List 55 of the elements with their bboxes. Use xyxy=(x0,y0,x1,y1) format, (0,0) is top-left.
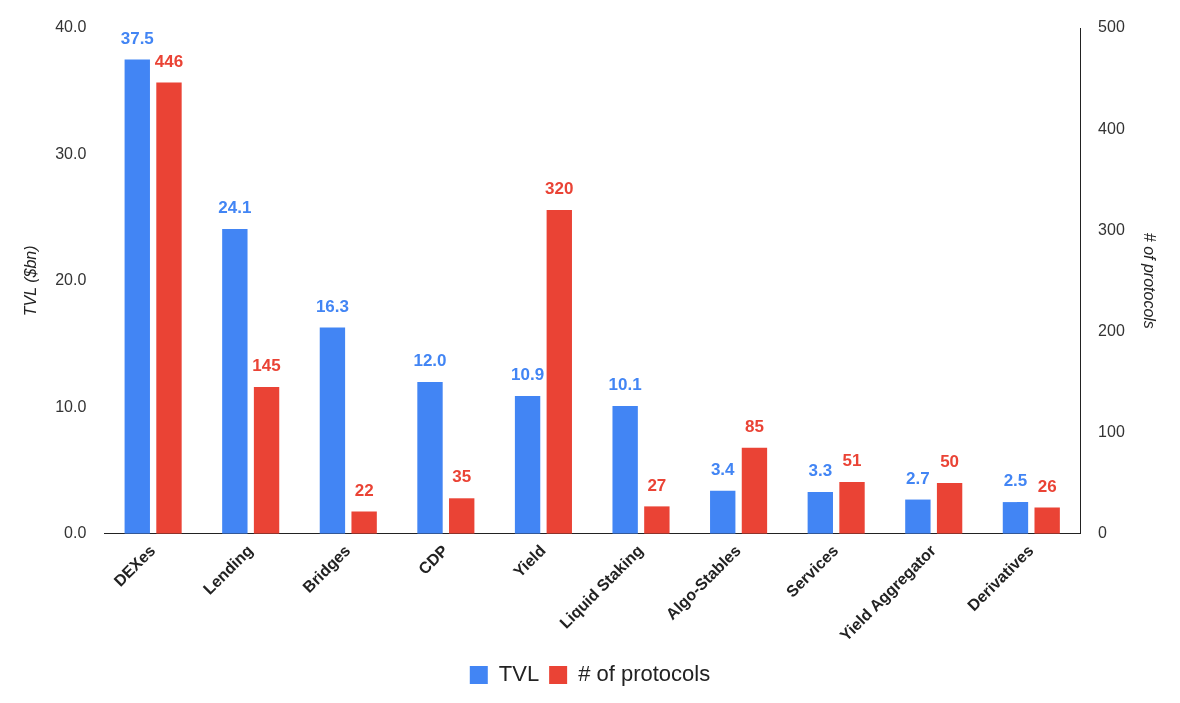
bar xyxy=(319,327,346,534)
y-tick-label: 30.0 xyxy=(55,144,87,162)
data-label: 51 xyxy=(842,451,862,471)
data-label: 10.9 xyxy=(511,365,545,385)
data-label: 37.5 xyxy=(120,28,154,48)
bar xyxy=(417,381,443,534)
y2-axis-title: # of protocols xyxy=(1140,232,1158,329)
data-label: 3.4 xyxy=(710,459,736,479)
data-label: 22 xyxy=(354,480,374,500)
data-label: 16.3 xyxy=(315,296,349,316)
y-axis-title: TVL ($bn) xyxy=(22,245,40,317)
bar xyxy=(807,491,833,534)
y2-tick-label: 200 xyxy=(1098,321,1125,339)
bar xyxy=(741,447,768,534)
y2-tick-label: 300 xyxy=(1098,220,1125,238)
y-tick-label: 20.0 xyxy=(55,271,87,289)
bar xyxy=(514,395,541,534)
legend-label: TVL xyxy=(498,661,540,687)
data-label: 35 xyxy=(452,467,472,487)
bar xyxy=(546,210,572,534)
bar xyxy=(351,511,377,534)
data-label: 320 xyxy=(545,179,574,199)
y-tick-label: 0.0 xyxy=(64,524,87,542)
data-label: 50 xyxy=(940,452,960,472)
bar xyxy=(936,483,963,534)
y2-tick-label: 100 xyxy=(1098,422,1125,440)
data-label: 446 xyxy=(154,51,184,71)
data-label: 85 xyxy=(744,416,764,436)
bar xyxy=(124,59,150,534)
data-label: 27 xyxy=(647,475,667,495)
data-label: 2.5 xyxy=(1003,471,1028,491)
data-label: 24.1 xyxy=(218,198,252,218)
bar xyxy=(644,506,670,534)
bar xyxy=(222,229,248,534)
bar xyxy=(1034,507,1060,534)
data-label: 26 xyxy=(1037,476,1057,496)
y2-tick-label: 0 xyxy=(1098,524,1108,542)
y-tick-label: 40.0 xyxy=(55,18,87,36)
bar xyxy=(839,482,865,534)
bar xyxy=(1002,502,1029,534)
data-label: 2.7 xyxy=(906,468,930,488)
y-tick-label: 10.0 xyxy=(55,397,87,415)
bar xyxy=(905,499,931,534)
data-label: 10.1 xyxy=(608,375,642,395)
bar xyxy=(253,387,280,534)
bar xyxy=(156,82,182,534)
legend-label: # of protocols xyxy=(578,661,711,687)
data-label: 145 xyxy=(252,356,281,376)
data-label: 12.0 xyxy=(413,351,447,371)
bar xyxy=(710,490,736,534)
bar xyxy=(612,406,638,534)
data-label: 3.3 xyxy=(808,461,833,481)
y2-tick-label: 400 xyxy=(1098,119,1125,137)
y2-tick-label: 500 xyxy=(1098,18,1125,36)
bar xyxy=(449,498,475,534)
